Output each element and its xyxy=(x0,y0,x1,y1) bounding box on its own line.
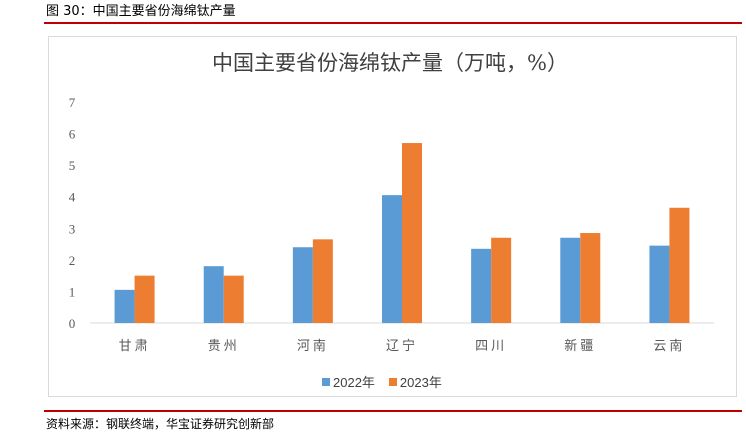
legend-item-2022: 2022年 xyxy=(322,372,375,391)
legend-label-2022: 2022年 xyxy=(333,375,375,390)
bar-2023 xyxy=(669,207,690,323)
x-tick-label: 河南 xyxy=(297,338,329,354)
y-tick-label: 4 xyxy=(69,190,76,205)
bar-2022 xyxy=(649,245,670,323)
y-tick-label: 6 xyxy=(69,127,76,142)
legend-swatch-2022 xyxy=(322,377,330,386)
axis-layer: 0 1 2 3 4 5 6 7 甘肃 贵州 河南 辽宁 四川 新疆 云南 xyxy=(69,95,714,354)
source-rule xyxy=(44,410,742,412)
x-tick-label: 新疆 xyxy=(564,338,596,354)
chart-legend: 2022年 2023年 xyxy=(322,372,442,391)
bar-2023 xyxy=(312,239,333,323)
bar-2022 xyxy=(114,289,135,323)
y-tick-label: 0 xyxy=(69,316,76,331)
legend-label-2023: 2023年 xyxy=(399,375,442,390)
figure-caption: 图 30：中国主要省份海绵钛产量 xyxy=(46,4,236,19)
y-tick-label: 5 xyxy=(69,158,76,173)
legend-item-2023: 2023年 xyxy=(388,372,442,391)
bar-2023 xyxy=(223,275,244,323)
bars-layer xyxy=(114,143,690,323)
chart-title: 中国主要省份海绵钛产量（万吨，%） xyxy=(212,51,568,75)
x-tick-label: 辽宁 xyxy=(386,338,418,354)
y-tick-label: 3 xyxy=(69,221,76,236)
y-tick-label: 7 xyxy=(69,95,76,110)
bar-2023 xyxy=(134,275,155,323)
bar-2022 xyxy=(560,237,581,323)
bar-2023 xyxy=(402,143,422,323)
y-tick-label: 1 xyxy=(69,284,76,299)
bar-2023 xyxy=(491,237,512,323)
y-tick-label: 2 xyxy=(69,253,76,268)
bar-2023 xyxy=(580,233,601,323)
bar-2022 xyxy=(292,247,313,323)
legend-swatch-2023 xyxy=(388,377,397,386)
bar-2022 xyxy=(203,266,224,323)
source-note: 资料来源：钢联终端，华宝证券研究创新部 xyxy=(46,417,275,431)
bar-2022 xyxy=(382,195,402,323)
bar-2022 xyxy=(471,248,492,323)
x-tick-label: 甘肃 xyxy=(119,339,151,354)
caption-rule xyxy=(44,22,742,24)
x-tick-label: 四川 xyxy=(475,339,507,354)
x-tick-label: 贵州 xyxy=(208,339,240,354)
x-tick-label: 云南 xyxy=(653,338,685,354)
